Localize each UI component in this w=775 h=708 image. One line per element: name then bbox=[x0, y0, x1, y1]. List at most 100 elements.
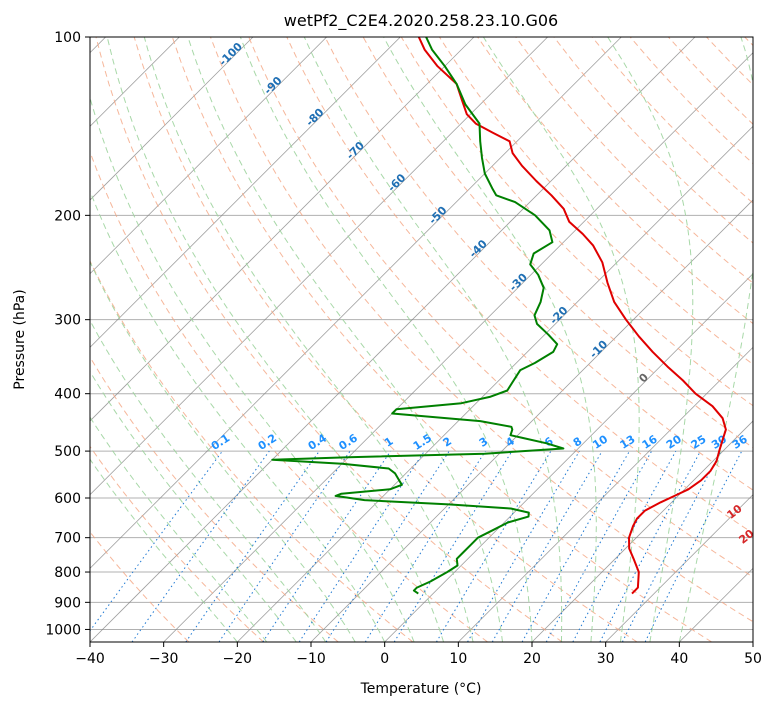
mixing-ratio-label: 0.1 bbox=[209, 431, 232, 453]
mixing-ratio-label: 1.5 bbox=[411, 431, 434, 453]
moist-adiabat-line bbox=[303, 37, 563, 642]
moist-adiabat-line bbox=[90, 96, 415, 642]
isotherm-label: -10 bbox=[587, 338, 610, 361]
mixing-ratio-line bbox=[325, 450, 450, 642]
moist-adiabat-line bbox=[482, 37, 640, 642]
mixing-ratio-label: 0.4 bbox=[306, 431, 330, 453]
moist-adiabat-line bbox=[90, 189, 386, 642]
dry-adiabat-line bbox=[90, 531, 190, 642]
isotherm-line bbox=[531, 420, 753, 642]
isotherm-label: -50 bbox=[426, 204, 449, 227]
mixing-ratio-line bbox=[262, 450, 392, 642]
y-tick-label: 800 bbox=[54, 565, 81, 581]
y-tick-label: 300 bbox=[54, 313, 81, 329]
dry-adiabat-line bbox=[95, 37, 563, 642]
mixing-ratio-line bbox=[90, 450, 223, 632]
dry-adiabat-line bbox=[706, 37, 753, 86]
moist-adiabat-line bbox=[90, 319, 327, 642]
dry-adiabat-label: 10 bbox=[725, 502, 745, 522]
mixing-ratio-label: 36 bbox=[730, 432, 750, 451]
mixing-ratio-line bbox=[218, 450, 351, 642]
x-tick-label: −20 bbox=[223, 651, 253, 667]
dry-adiabat-line bbox=[248, 37, 753, 578]
y-tick-label: 200 bbox=[54, 208, 81, 224]
dry-adiabat-line bbox=[553, 37, 753, 244]
y-tick-label: 500 bbox=[54, 444, 81, 460]
moist-adiabat-line bbox=[90, 458, 238, 642]
y-tick-label: 900 bbox=[54, 595, 81, 611]
moist-adiabat-line bbox=[106, 37, 445, 642]
isotherm-label: -70 bbox=[344, 139, 367, 162]
isotherm-line bbox=[237, 125, 753, 642]
moist-adiabat-line bbox=[607, 37, 694, 642]
isotherm-line bbox=[90, 37, 475, 422]
mixing-ratio-line bbox=[599, 450, 701, 642]
mixing-ratio-line bbox=[364, 450, 486, 642]
isotherm-line bbox=[310, 199, 753, 642]
dry-adiabat-line bbox=[133, 37, 638, 642]
x-tick-label: 40 bbox=[670, 651, 688, 667]
isotherm-line bbox=[384, 273, 753, 642]
mixing-ratio-line bbox=[185, 450, 320, 642]
x-axis-ticks: −40 −30 −20 −10 0 10 20 30 40 50 bbox=[75, 642, 762, 667]
isotherm-line bbox=[90, 37, 254, 201]
isotherm-line bbox=[752, 641, 753, 642]
moist-adiabat-line bbox=[90, 416, 268, 642]
chart-title: wetPf2_C2E4.2020.258.23.10.G06 bbox=[284, 11, 558, 31]
y-axis-ticks: 100 200 300 400 500 600 700 800 900 1000 bbox=[45, 30, 90, 638]
dry-adiabat-line bbox=[90, 150, 488, 642]
isotherm-label: -20 bbox=[547, 304, 570, 327]
isotherm-line bbox=[90, 37, 622, 569]
x-axis-label: Temperature (°C) bbox=[360, 681, 482, 697]
dry-adiabat-line bbox=[286, 37, 753, 534]
isotherm-label: -60 bbox=[385, 171, 408, 194]
mixing-ratio-label: 10 bbox=[590, 432, 610, 451]
moist-adiabat-line bbox=[239, 37, 533, 642]
moist-adiabat-line bbox=[678, 37, 753, 642]
mixing-ratio-label: 1 bbox=[382, 435, 396, 450]
y-axis-label: Pressure (hPa) bbox=[12, 289, 28, 389]
mixing-ratio-line bbox=[435, 450, 552, 642]
moist-adiabat-line bbox=[187, 37, 503, 642]
dry-adiabat-line bbox=[90, 259, 414, 642]
moist-adiabat-line bbox=[143, 37, 474, 642]
isotherm-line bbox=[90, 37, 548, 496]
isotherm-line bbox=[163, 52, 753, 642]
dry-adiabat-label: 30 bbox=[762, 549, 775, 569]
profile-series bbox=[271, 37, 727, 595]
dry-adiabat-line bbox=[591, 37, 753, 204]
mixing-ratio-line bbox=[644, 450, 743, 642]
isotherm-line bbox=[90, 37, 327, 275]
mixing-ratio-label: 16 bbox=[640, 432, 660, 451]
temperature-profile-line bbox=[417, 37, 727, 595]
background-labels: 0.1 0.2 0.4 0.6 1 1.5 2 3 4 6 8 10 13 16 20 25 30 36-100-… bbox=[209, 40, 775, 569]
mixing-ratio-line bbox=[298, 450, 425, 642]
x-tick-label: 30 bbox=[597, 651, 615, 667]
isotherm-label: -90 bbox=[261, 74, 284, 97]
dry-adiabat-label: 20 bbox=[736, 527, 756, 547]
mixing-ratio-line bbox=[131, 450, 270, 642]
isotherm-line bbox=[90, 37, 696, 642]
dry-adiabat-line bbox=[210, 37, 753, 623]
x-tick-label: −30 bbox=[149, 651, 179, 667]
y-tick-label: 100 bbox=[54, 30, 81, 46]
moist-adiabat-line bbox=[90, 370, 297, 642]
x-tick-label: −10 bbox=[296, 651, 326, 667]
isotherm-line bbox=[605, 494, 753, 642]
isotherm-line bbox=[458, 346, 753, 642]
dry-adiabat-line bbox=[171, 37, 712, 642]
mixing-ratio-line bbox=[545, 450, 653, 642]
x-tick-label: 20 bbox=[523, 651, 541, 667]
isotherm-line bbox=[90, 37, 401, 348]
y-tick-label: 1000 bbox=[45, 622, 81, 638]
dry-adiabat-line bbox=[90, 445, 264, 642]
mixing-ratio-label: 3 bbox=[477, 435, 491, 450]
dry-adiabat-line bbox=[90, 356, 339, 642]
isotherm-label: -40 bbox=[467, 237, 490, 260]
dry-adiabat-line bbox=[744, 37, 753, 47]
isotherm-label: -30 bbox=[507, 270, 530, 293]
mixing-ratio-label: 25 bbox=[689, 433, 709, 452]
moist-adiabat-line bbox=[383, 37, 597, 642]
x-tick-label: 50 bbox=[744, 651, 762, 667]
